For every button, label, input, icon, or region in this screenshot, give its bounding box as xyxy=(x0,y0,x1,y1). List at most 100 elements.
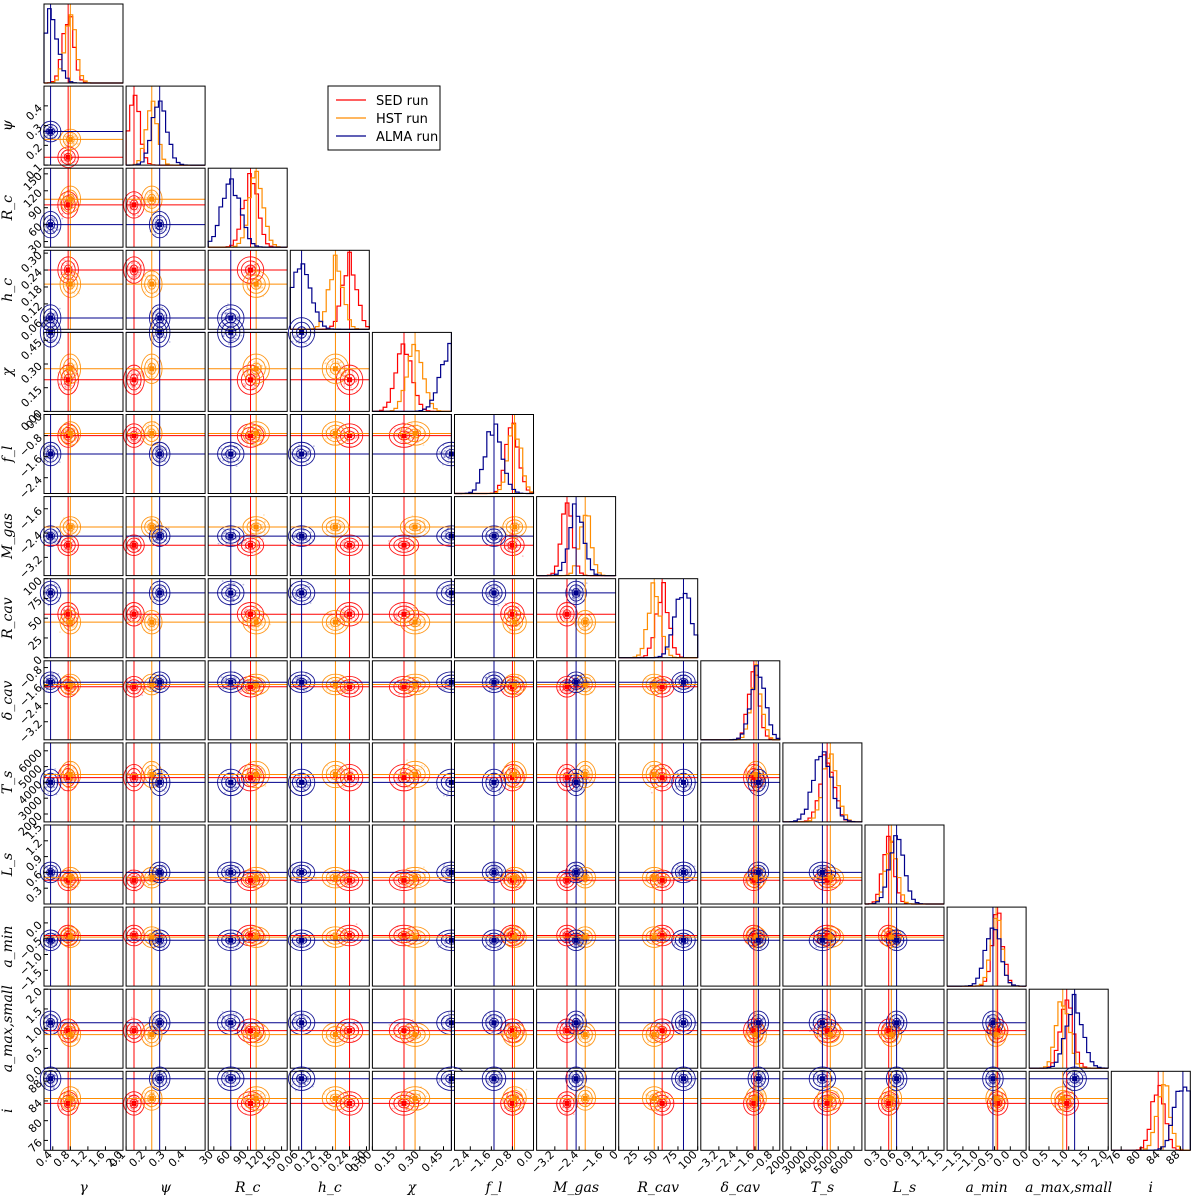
median-marker xyxy=(149,619,155,625)
sample-point xyxy=(64,284,67,287)
sample-point xyxy=(128,383,130,385)
sample-point xyxy=(163,314,166,317)
sample-point xyxy=(156,447,159,450)
sample-point xyxy=(137,431,140,433)
sample-point xyxy=(261,624,264,627)
median-marker xyxy=(491,533,497,539)
sample-point xyxy=(64,135,67,138)
sample-point xyxy=(73,142,75,144)
sample-point xyxy=(329,373,332,376)
sample-point xyxy=(72,142,75,145)
sample-point xyxy=(128,615,130,617)
panel-1-1 xyxy=(125,85,206,166)
sample-point xyxy=(447,458,450,461)
sample-point xyxy=(157,519,159,522)
sample-point xyxy=(71,142,74,145)
sample-point xyxy=(337,521,340,523)
median-marker xyxy=(347,611,353,617)
median-marker xyxy=(67,196,73,202)
sample-point xyxy=(224,312,227,315)
sample-point xyxy=(147,427,150,430)
sample-point xyxy=(65,142,68,145)
sample-point xyxy=(73,143,75,146)
median-marker xyxy=(131,377,137,383)
sample-point xyxy=(305,462,308,465)
median-marker xyxy=(149,366,155,372)
sample-point xyxy=(73,134,76,137)
sample-point xyxy=(235,589,238,592)
median-marker xyxy=(332,366,338,372)
sample-point xyxy=(244,547,246,549)
sample-point xyxy=(131,619,134,622)
sample-point xyxy=(303,602,306,604)
sample-point xyxy=(217,542,220,545)
sample-point xyxy=(148,630,151,633)
sample-point xyxy=(59,159,62,162)
sample-point xyxy=(233,315,235,318)
panel-1-0: 0.10.20.30.4 xyxy=(23,85,124,182)
sample-point xyxy=(332,360,334,363)
sample-point xyxy=(244,623,246,626)
sample-point xyxy=(260,437,263,439)
panel-6-1 xyxy=(123,496,206,577)
sample-point xyxy=(131,276,133,279)
sample-point xyxy=(63,206,66,209)
y-tick-label: 0.2 xyxy=(23,141,45,163)
sample-point xyxy=(232,339,234,342)
panel-7-3 xyxy=(287,578,370,659)
sample-point xyxy=(137,537,140,539)
median-marker xyxy=(248,267,254,273)
sample-point xyxy=(337,626,340,629)
sample-point xyxy=(344,625,347,628)
panel-6-5 xyxy=(454,496,534,577)
sample-point xyxy=(45,588,48,591)
sample-point xyxy=(422,444,425,447)
sample-point xyxy=(405,604,408,606)
sample-point xyxy=(63,389,66,392)
sample-point xyxy=(447,462,449,465)
median-marker xyxy=(253,524,259,530)
sample-point xyxy=(143,436,146,439)
sample-point xyxy=(405,539,408,542)
sample-point xyxy=(408,617,411,619)
sample-point xyxy=(338,545,340,548)
sample-point xyxy=(347,440,350,443)
sample-point xyxy=(134,214,137,217)
sample-point xyxy=(45,135,48,137)
y-tick-label: 0.15 xyxy=(18,383,45,410)
sample-point xyxy=(167,527,170,530)
sample-point xyxy=(64,529,67,532)
sample-point xyxy=(153,532,156,535)
panel-frame xyxy=(43,3,124,84)
sample-point xyxy=(514,549,517,551)
sample-point xyxy=(351,371,354,373)
sample-point xyxy=(53,321,56,323)
sample-point xyxy=(138,610,141,613)
sample-point xyxy=(256,374,259,377)
sample-point xyxy=(306,588,308,591)
sample-point xyxy=(44,132,47,135)
sample-point xyxy=(236,595,239,597)
median-marker xyxy=(48,590,54,596)
sample-point xyxy=(61,212,64,215)
sample-point xyxy=(245,375,248,378)
sample-point xyxy=(343,385,346,388)
panel-5-1 xyxy=(123,414,206,494)
sample-point xyxy=(521,555,524,558)
sample-point xyxy=(245,436,248,438)
median-marker xyxy=(157,590,163,596)
sample-point xyxy=(75,160,77,163)
median-marker xyxy=(299,590,305,596)
sample-point xyxy=(339,522,342,525)
median-marker xyxy=(48,129,54,135)
sample-point xyxy=(263,531,266,534)
median-marker xyxy=(253,281,259,287)
median-marker xyxy=(332,619,338,625)
sample-point xyxy=(327,366,330,368)
sample-point xyxy=(48,125,50,128)
sample-point xyxy=(338,383,341,386)
sample-point xyxy=(258,615,260,618)
sample-point xyxy=(330,611,332,614)
sample-point xyxy=(44,129,47,132)
sample-point xyxy=(342,541,344,544)
